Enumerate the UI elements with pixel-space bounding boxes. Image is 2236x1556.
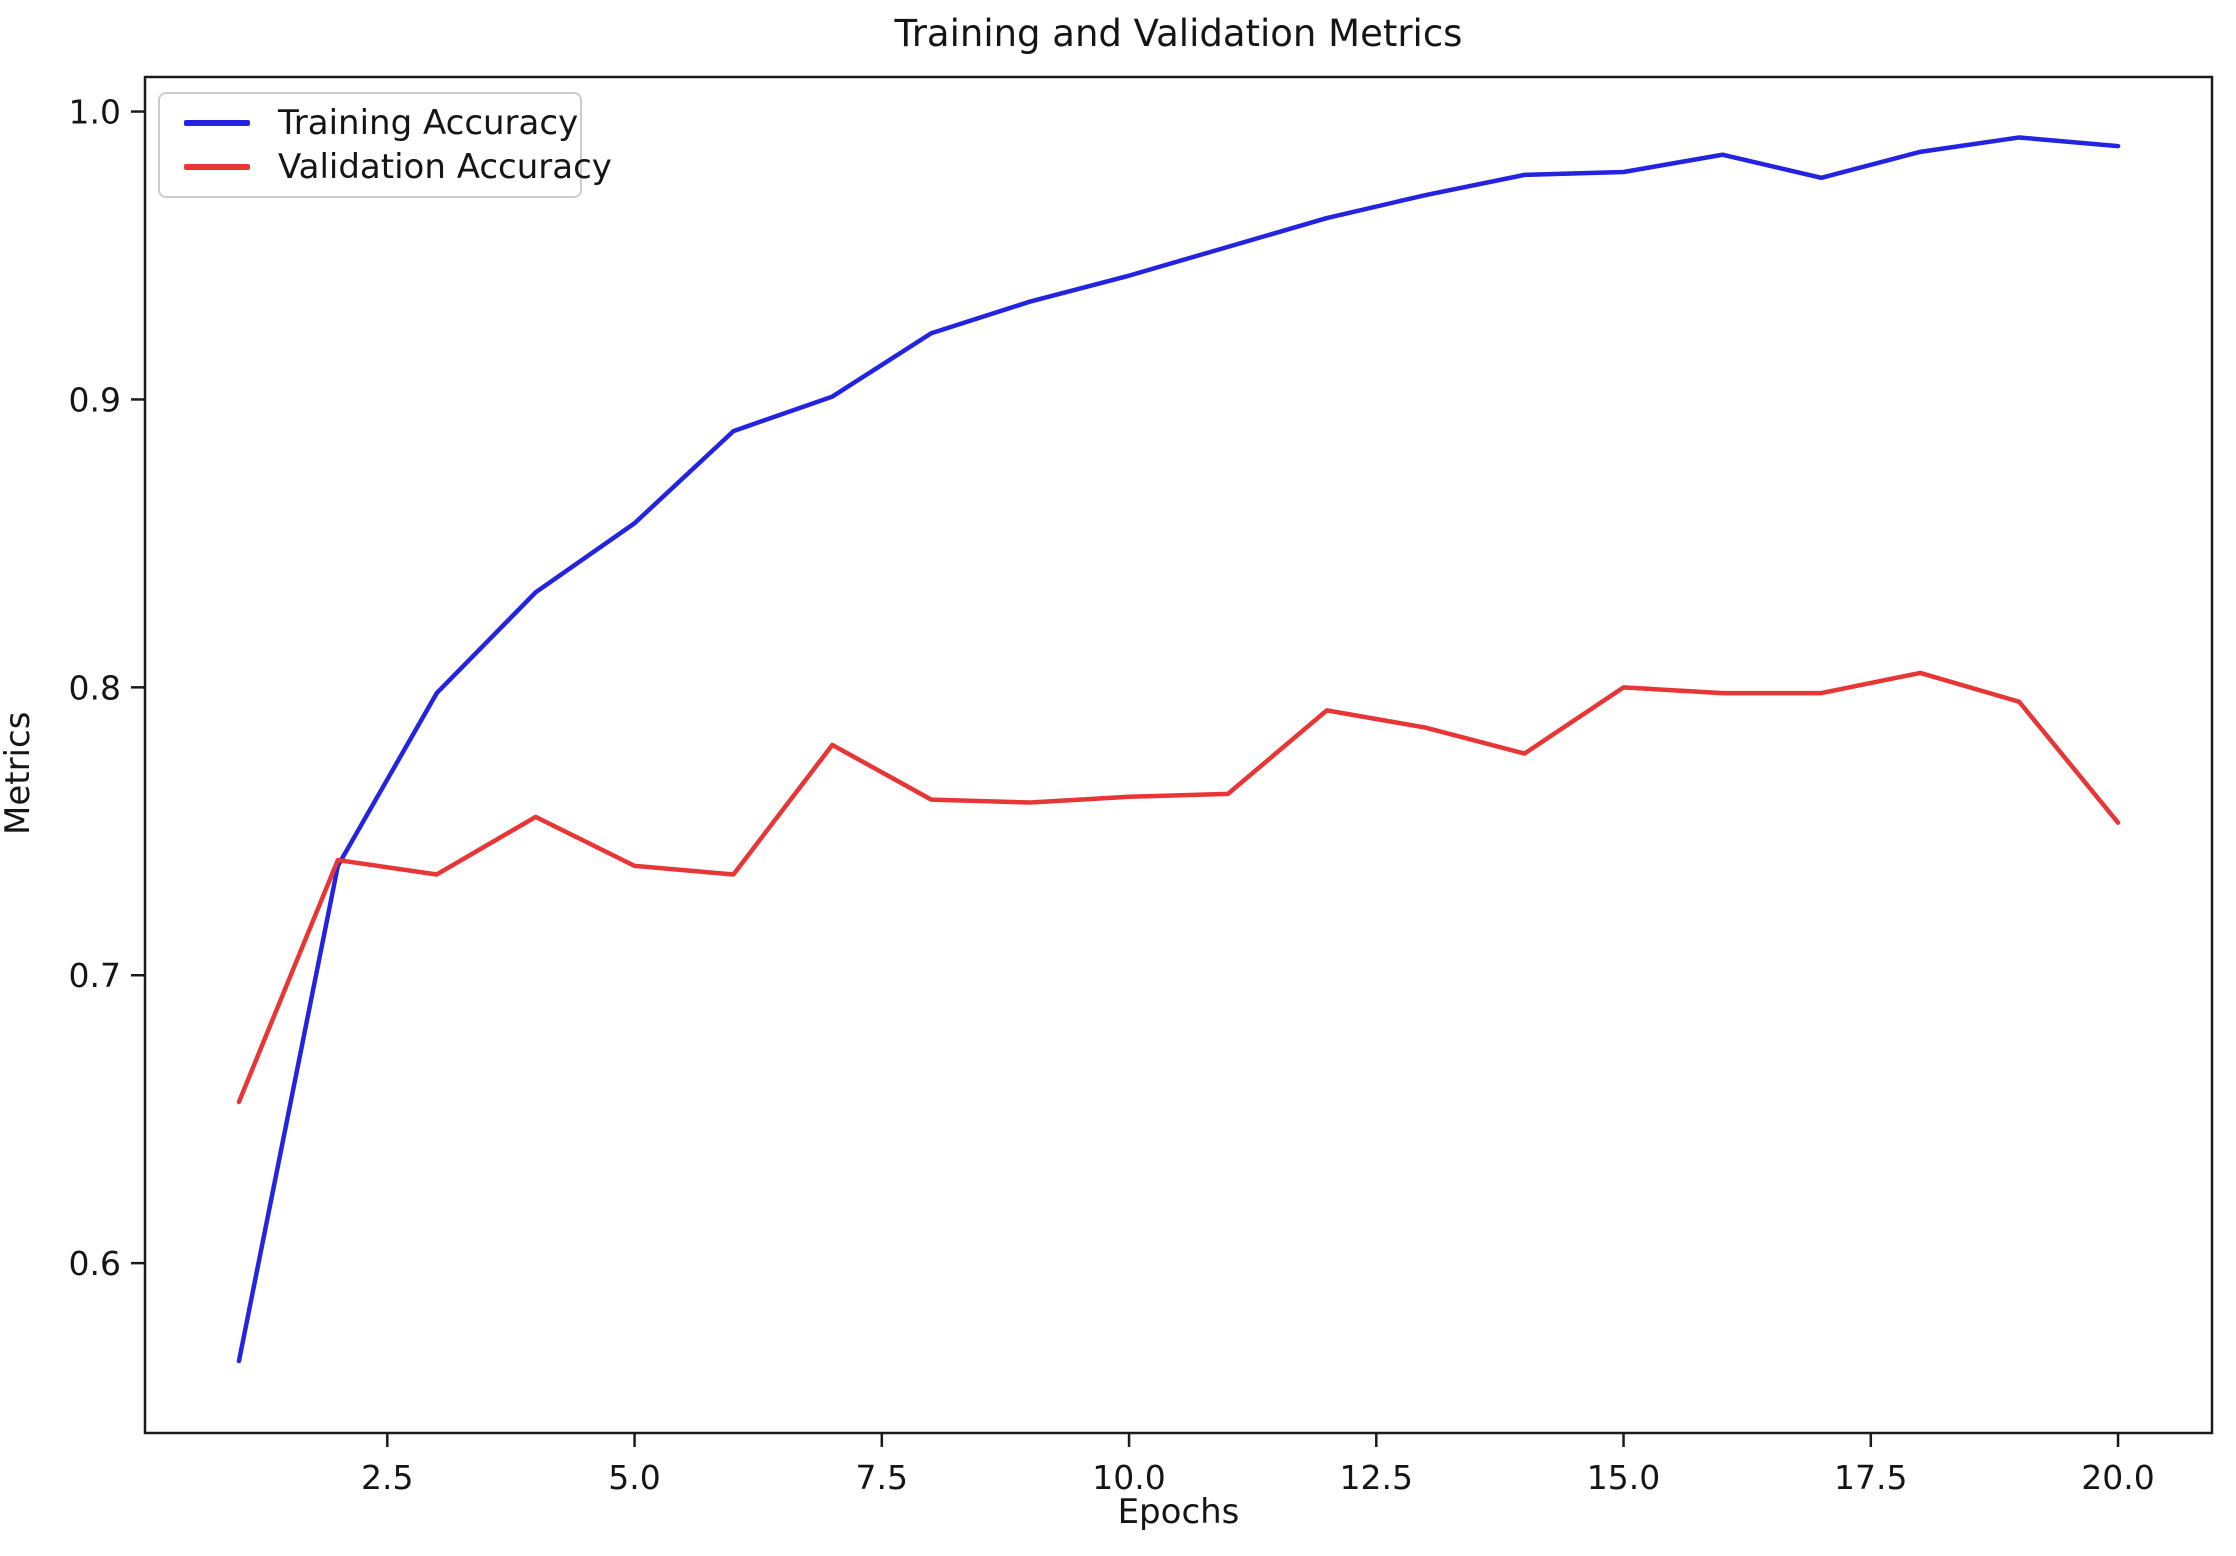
training-accuracy-swatch [184, 119, 250, 126]
x-tick-label: 7.5 [856, 1458, 908, 1497]
y-tick-label: 0.6 [69, 1244, 121, 1283]
legend: Training Accuracy Validation Accuracy [158, 92, 612, 198]
training-accuracy-line [236, 135, 2121, 1364]
chart-title: Training and Validation Metrics [894, 12, 1463, 55]
legend-item-training: Training Accuracy [170, 103, 578, 143]
plot-border [143, 75, 2214, 1435]
legend-item-validation: Validation Accuracy [170, 147, 612, 187]
x-axis-label: Epochs [1117, 1492, 1240, 1532]
y-tick-label: 0.7 [69, 956, 121, 995]
x-tick-label: 5.0 [608, 1458, 660, 1497]
y-tick-label: 0.9 [69, 380, 121, 419]
y-tick-label: 0.8 [69, 668, 121, 707]
x-tick-label: 17.5 [1834, 1458, 1907, 1497]
x-tick-label: 20.0 [2081, 1458, 2154, 1497]
legend-label-validation: Validation Accuracy [278, 147, 612, 188]
x-tick-label: 15.0 [1587, 1458, 1660, 1497]
validation-accuracy-swatch [184, 164, 250, 171]
x-tick-label: 2.5 [361, 1458, 413, 1497]
y-axis-label: Metrics [0, 711, 38, 835]
x-tick-label: 12.5 [1340, 1458, 1413, 1497]
y-tick-label: 1.0 [69, 93, 121, 132]
validation-accuracy-line [236, 670, 2121, 1105]
x-tick-label: 10.0 [1092, 1458, 1165, 1497]
legend-label-training: Training Accuracy [278, 102, 579, 143]
